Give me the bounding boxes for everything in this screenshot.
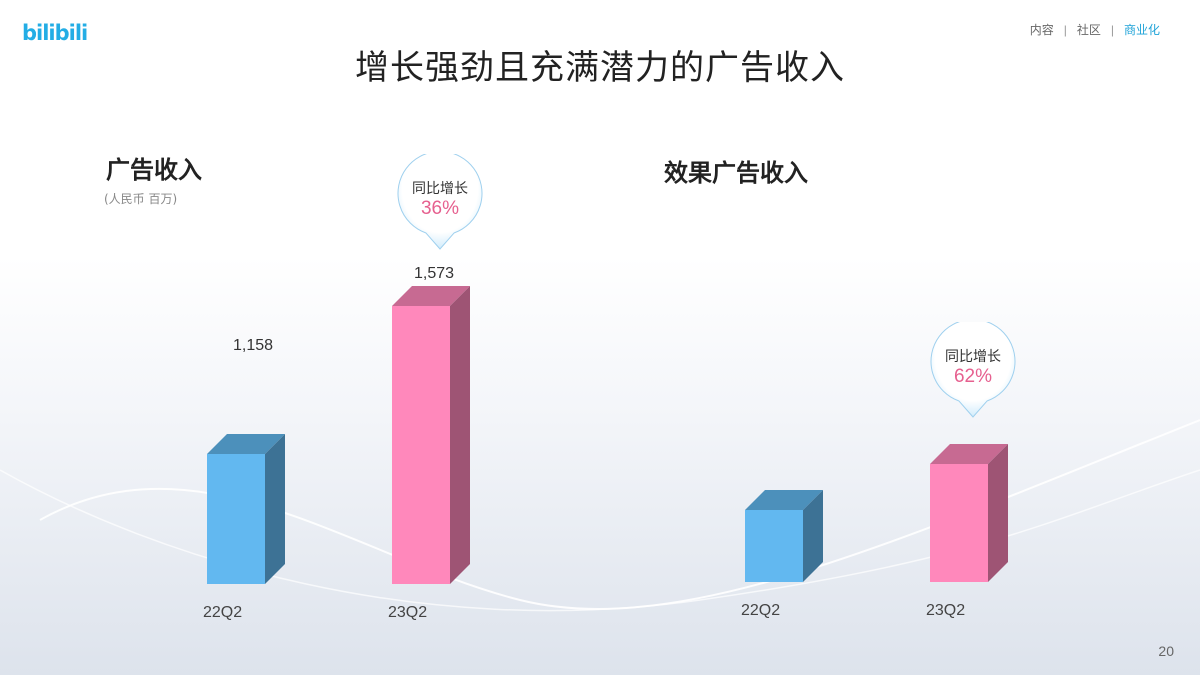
bar-ad-revenue-23q2: [392, 286, 470, 584]
bar-front-face: [745, 510, 803, 582]
x-tick-label: 22Q2: [741, 602, 781, 619]
bar-front-face: [930, 464, 988, 582]
growth-value: 36%: [420, 198, 460, 219]
bar-front-face: [207, 454, 265, 584]
x-tick-label: 22Q2: [203, 604, 243, 621]
nav-separator: |: [1110, 22, 1114, 37]
page-title: 增长强劲且充满潜力的广告收入: [355, 48, 845, 88]
top-nav: 内容 | 社区 | 商业化: [1030, 21, 1160, 38]
svg-text:bilibili: bilibili: [22, 21, 87, 45]
bilibili-logo: bilibili: [22, 21, 88, 45]
bar-performance-ad-revenue-23q2: [930, 444, 1008, 582]
bar-front-face: [392, 306, 450, 584]
chart-title-ad-revenue: 广告收入: [106, 156, 202, 184]
growth-value: 62%: [953, 366, 993, 387]
nav-item-commercialization[interactable]: 商业化: [1123, 23, 1160, 37]
bar-3d-edges: [745, 490, 823, 582]
growth-label: 同比增长: [945, 349, 1001, 365]
bar-ad-revenue-22q2: [207, 434, 285, 584]
chart-unit: (人民币 百万): [104, 192, 178, 206]
bar-3d-edges: [392, 286, 470, 584]
x-tick-label: 23Q2: [926, 602, 966, 619]
growth-label: 同比增长: [412, 181, 468, 197]
bar-3d-edges: [207, 434, 285, 584]
nav-separator: |: [1063, 22, 1067, 37]
chart-title-performance-ad-revenue: 效果广告收入: [664, 159, 808, 187]
nav-item-content[interactable]: 内容: [1029, 23, 1054, 37]
bar-value-label: 1,573: [414, 265, 455, 282]
bar-value-label: 1,158: [233, 337, 274, 354]
growth-bubble-ad-revenue: 同比增长 36%: [397, 154, 483, 250]
x-tick-label: 23Q2: [388, 604, 428, 621]
nav-item-community[interactable]: 社区: [1076, 23, 1101, 37]
bar-performance-ad-revenue-22q2: [745, 490, 823, 582]
bar-3d-edges: [930, 444, 1008, 582]
page-number: 20: [1158, 643, 1174, 659]
growth-bubble-performance-ad-revenue: 同比增长 62%: [930, 322, 1016, 418]
